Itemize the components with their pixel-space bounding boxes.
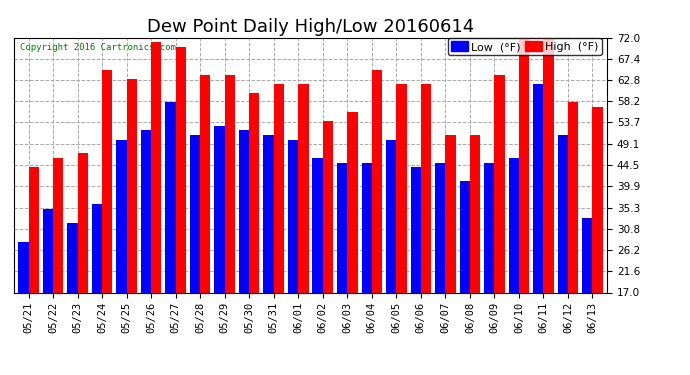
Bar	[558, 135, 568, 371]
Bar	[67, 223, 77, 371]
Bar	[396, 84, 406, 371]
Bar	[176, 47, 186, 371]
Bar	[533, 84, 544, 371]
Bar	[435, 163, 445, 371]
Bar	[151, 42, 161, 371]
Bar	[509, 158, 519, 371]
Bar	[298, 84, 308, 371]
Bar	[126, 79, 137, 371]
Bar	[225, 75, 235, 371]
Bar	[313, 158, 323, 371]
Bar	[323, 121, 333, 371]
Bar	[460, 181, 470, 371]
Bar	[215, 126, 225, 371]
Bar	[239, 130, 249, 371]
Bar	[362, 163, 372, 371]
Bar	[274, 84, 284, 371]
Bar	[166, 102, 176, 371]
Bar	[264, 135, 274, 371]
Bar	[519, 33, 529, 371]
Bar	[53, 158, 63, 371]
Bar	[568, 102, 578, 371]
Bar	[18, 242, 28, 371]
Bar	[190, 135, 200, 371]
Bar	[544, 33, 554, 371]
Bar	[141, 130, 151, 371]
Bar	[347, 112, 357, 371]
Bar	[421, 84, 431, 371]
Bar	[288, 140, 298, 371]
Legend: Low  (°F), High  (°F): Low (°F), High (°F)	[448, 38, 602, 56]
Bar	[411, 167, 421, 371]
Bar	[495, 75, 504, 371]
Bar	[470, 135, 480, 371]
Bar	[445, 135, 455, 371]
Bar	[200, 75, 210, 371]
Bar	[372, 70, 382, 371]
Bar	[582, 218, 593, 371]
Bar	[593, 107, 603, 371]
Bar	[92, 204, 102, 371]
Bar	[28, 167, 39, 371]
Bar	[337, 163, 347, 371]
Title: Dew Point Daily High/Low 20160614: Dew Point Daily High/Low 20160614	[147, 18, 474, 36]
Text: Copyright 2016 Cartronics.com: Copyright 2016 Cartronics.com	[20, 43, 176, 52]
Bar	[249, 93, 259, 371]
Bar	[484, 163, 495, 371]
Bar	[77, 153, 88, 371]
Bar	[386, 140, 396, 371]
Bar	[43, 209, 53, 371]
Bar	[117, 140, 126, 371]
Bar	[102, 70, 112, 371]
